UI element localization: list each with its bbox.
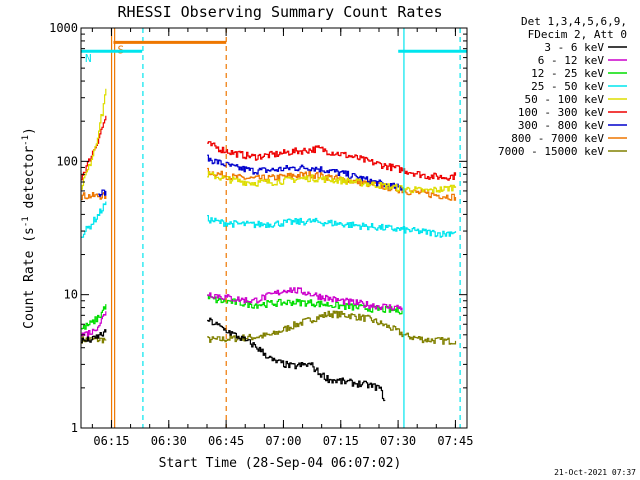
legend-header-line: Det 1,3,4,5,6,9, xyxy=(521,15,627,28)
legend-label: 800 - 7000 keV xyxy=(511,132,604,145)
legend-header-line: FDecim 2, Att 0 xyxy=(528,28,627,41)
series-7000-15000-kev-line xyxy=(207,310,457,345)
footer-timestamp: 21-Oct-2021 07:37 xyxy=(554,468,636,477)
series-300-800-kev-line xyxy=(207,154,403,191)
legend-label: 100 - 300 keV xyxy=(518,106,604,119)
y-axis-label-exponent: -1 xyxy=(21,135,31,146)
y-axis: 1 10 100 1000 xyxy=(49,21,467,435)
legend-label: 300 - 800 keV xyxy=(518,119,604,132)
y-axis-label-exponent: -1 xyxy=(21,216,31,227)
x-tick-label: 07:00 xyxy=(265,434,301,448)
x-tick-label: 06:30 xyxy=(151,434,187,448)
x-axis: 06:15 06:30 06:45 07:00 07:15 07:30 07:45 xyxy=(91,28,473,448)
series-12-25-kev-line xyxy=(81,304,107,330)
series-100-300-kev-line xyxy=(207,141,457,181)
x-tick-label: 06:45 xyxy=(208,434,244,448)
legend-label: 12 - 25 keV xyxy=(531,67,604,80)
series-25-50-kev-line xyxy=(207,215,457,238)
series-100-300-kev-line xyxy=(81,115,107,181)
series-7000-15000-kev-line xyxy=(81,336,107,344)
series-6-12-kev-line xyxy=(207,287,403,311)
series-6-12-kev-line xyxy=(81,311,107,337)
y-axis-label-text: ) xyxy=(22,127,37,135)
x-tick-label: 07:30 xyxy=(380,434,416,448)
series-800-7000-kev-line xyxy=(81,192,107,201)
x-tick-label: 07:15 xyxy=(323,434,359,448)
series-50-100-kev-line xyxy=(207,171,457,194)
legend-label: 7000 - 15000 keV xyxy=(498,145,604,158)
x-tick-label: 07:45 xyxy=(437,434,473,448)
y-axis-label-text: Count Rate (s xyxy=(22,227,37,329)
y-tick-label: 100 xyxy=(56,154,78,168)
plot-frame xyxy=(80,27,468,429)
series-3-6-kev-line xyxy=(81,329,107,344)
y-tick-label: 10 xyxy=(64,288,78,302)
series-25-50-kev-line xyxy=(81,201,107,238)
series-3-6-kev-line xyxy=(207,317,386,402)
flag-label: N xyxy=(85,52,92,65)
legend-label: 6 - 12 keV xyxy=(538,54,605,67)
legend-label: 3 - 6 keV xyxy=(544,41,604,54)
series-50-100-kev-line xyxy=(81,88,107,190)
legend-label: 50 - 100 keV xyxy=(525,93,605,106)
y-axis-label-text: detector xyxy=(22,146,37,217)
plot-area: SN xyxy=(81,28,467,428)
y-tick-label: 1000 xyxy=(49,21,78,35)
y-tick-label: 1 xyxy=(71,421,78,435)
legend-label: 25 - 50 keV xyxy=(531,80,604,93)
x-axis-label: Start Time (28-Sep-04 06:07:02) xyxy=(159,456,402,471)
chart-title: RHESSI Observing Summary Count Rates xyxy=(117,3,442,21)
legend: Det 1,3,4,5,6,9, FDecim 2, Att 0 3 - 6 k… xyxy=(498,15,627,158)
x-tick-label: 06:15 xyxy=(93,434,129,448)
series-300-800-kev-line xyxy=(98,189,107,197)
y-axis-label: Count Rate (s-1 detector-1) xyxy=(21,127,37,329)
